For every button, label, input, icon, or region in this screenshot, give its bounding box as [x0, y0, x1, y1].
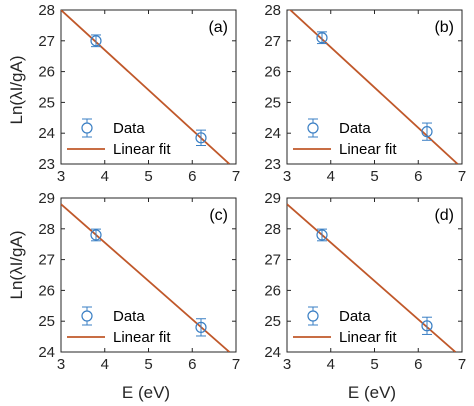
y-tick-label: 23 — [38, 156, 55, 173]
x-tick-label: 4 — [327, 356, 335, 373]
legend-data-marker — [81, 310, 93, 322]
x-tick-label: 7 — [458, 168, 466, 185]
y-tick-label: 25 — [264, 313, 281, 330]
y-tick-label: 28 — [38, 221, 55, 238]
y-tick-label: 27 — [38, 33, 55, 50]
legend-label-data: Data — [339, 308, 371, 325]
y-tick-label: 27 — [264, 33, 281, 50]
y-tick-label: 28 — [38, 2, 55, 19]
y-tick-label: 27 — [38, 252, 55, 269]
y-tick-label: 26 — [38, 282, 55, 299]
x-axis-label-left: E (eV) — [122, 383, 170, 402]
x-axis-label-right: E (eV) — [348, 383, 396, 402]
x-tick-label: 5 — [370, 168, 378, 185]
data-point — [316, 229, 328, 241]
y-tick-label: 24 — [264, 344, 281, 361]
y-tick-label: 27 — [264, 252, 281, 269]
panel-label: (c) — [209, 207, 228, 224]
x-tick-label: 4 — [101, 356, 109, 373]
y-tick-label: 28 — [264, 2, 281, 19]
x-tick-label: 6 — [188, 168, 196, 185]
data-point — [421, 126, 433, 138]
panel-label: (b) — [434, 19, 454, 36]
y-tick-label: 29 — [38, 190, 55, 207]
y-axis-label-bottom: Ln(λI/gA) — [7, 231, 26, 300]
y-axis-label-top: Ln(λI/gA) — [7, 56, 26, 125]
data-point — [195, 132, 207, 144]
legend-data-marker — [307, 310, 319, 322]
legend-label-data: Data — [113, 120, 145, 137]
x-tick-label: 4 — [101, 168, 109, 185]
panel-label: (a) — [208, 19, 228, 36]
panels: 3 4 5 6 7 23 24 25 26 27 28 (a) Data Linear fit 3 4 5 6 7 2… — [38, 2, 466, 373]
panel-1: 3 4 5 6 7 23 24 25 26 27 28 (a) Data Linear fit — [38, 2, 240, 185]
x-tick-label: 6 — [188, 356, 196, 373]
panel-4: 3 4 5 6 7 24 25 26 27 28 29 (d) Data Linear fit — [264, 190, 466, 373]
y-tick-label: 29 — [264, 190, 281, 207]
panel-3: 3 4 5 6 7 24 25 26 27 28 29 (c) Data Linear fit — [38, 190, 240, 373]
x-tick-label: 5 — [370, 356, 378, 373]
x-tick-label: 5 — [144, 356, 152, 373]
x-tick-label: 3 — [57, 168, 65, 185]
x-tick-label: 7 — [232, 356, 240, 373]
y-tick-label: 24 — [264, 125, 281, 142]
y-tick-label: 24 — [38, 125, 55, 142]
panel-label: (d) — [434, 207, 454, 224]
x-tick-label: 3 — [57, 356, 65, 373]
legend-label-fit: Linear fit — [113, 141, 171, 158]
legend-label-data: Data — [339, 120, 371, 137]
y-tick-label: 26 — [264, 64, 281, 81]
legend-label-fit: Linear fit — [339, 141, 397, 158]
x-tick-label: 5 — [144, 168, 152, 185]
y-tick-label: 25 — [38, 94, 55, 111]
x-tick-label: 6 — [414, 168, 422, 185]
y-tick-label: 28 — [264, 221, 281, 238]
legend-data-marker — [307, 122, 319, 134]
legend-label-fit: Linear fit — [339, 329, 397, 346]
x-tick-label: 7 — [458, 356, 466, 373]
legend-label-fit: Linear fit — [113, 329, 171, 346]
y-tick-label: 25 — [264, 94, 281, 111]
data-point — [90, 229, 102, 241]
fit-line — [289, 10, 459, 164]
y-tick-label: 23 — [264, 156, 281, 173]
y-tick-label: 26 — [264, 282, 281, 299]
legend-label-data: Data — [113, 308, 145, 325]
y-tick-label: 26 — [38, 64, 55, 81]
panel-2: 3 4 5 6 7 23 24 25 26 27 28 (b) Data Linear fit — [264, 2, 466, 185]
y-tick-label: 25 — [38, 313, 55, 330]
data-point — [195, 321, 207, 333]
x-tick-label: 6 — [414, 356, 422, 373]
legend-data-marker — [81, 122, 93, 134]
data-point — [90, 35, 102, 47]
x-tick-label: 3 — [283, 168, 291, 185]
x-tick-label: 4 — [327, 168, 335, 185]
data-point — [316, 32, 328, 44]
x-tick-label: 7 — [232, 168, 240, 185]
y-tick-label: 24 — [38, 344, 55, 361]
data-point — [421, 320, 433, 332]
x-tick-label: 3 — [283, 356, 291, 373]
